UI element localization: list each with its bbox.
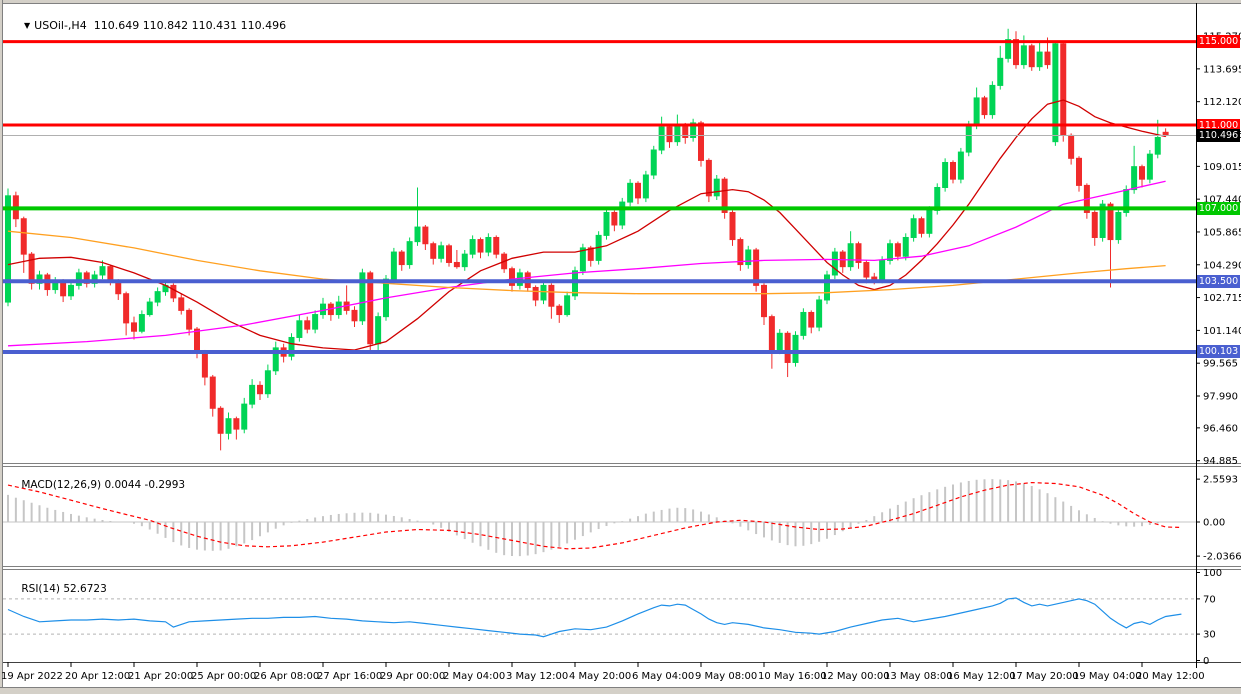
macd-values: 0.0044 -0.2993 (104, 479, 186, 491)
svg-text:102.715: 102.715 (1203, 293, 1241, 304)
svg-text:6 May 04:00: 6 May 04:00 (632, 671, 694, 682)
panel-frame (3, 3, 1241, 668)
macd-label: MACD(12,26,9) (21, 479, 102, 491)
candlestick-series (5, 28, 1169, 451)
window-left-border (0, 0, 3, 694)
window-bottom-border (0, 687, 1241, 694)
svg-text:2.5593: 2.5593 (1203, 475, 1238, 486)
svg-text:107.440: 107.440 (1203, 195, 1241, 206)
svg-text:105.865: 105.865 (1203, 227, 1241, 238)
chart-title[interactable]: ▼ USOil-,H4 110.649 110.842 110.431 110.4… (10, 6, 286, 45)
svg-text:9 May 08:00: 9 May 08:00 (695, 671, 757, 682)
svg-text:70: 70 (1203, 594, 1216, 605)
svg-text:112.120: 112.120 (1203, 97, 1241, 108)
svg-text:99.565: 99.565 (1203, 359, 1238, 370)
svg-text:113.695: 113.695 (1203, 64, 1241, 75)
ohlc-readout: 110.649 110.842 110.431 110.496 (93, 19, 287, 32)
svg-text:13 May 08:00: 13 May 08:00 (884, 671, 953, 682)
price-badge-support-107: 107.000 (1197, 202, 1240, 215)
svg-text:19 May 04:00: 19 May 04:00 (1073, 671, 1142, 682)
current-price-badge: 110.496 (1197, 129, 1240, 142)
svg-text:0: 0 (1203, 656, 1209, 667)
price-badge-resistance-111: 111.000 (1197, 119, 1240, 132)
svg-text:16 May 12:00: 16 May 12:00 (947, 671, 1016, 682)
symbol-dropdown-icon[interactable]: ▼ (24, 21, 31, 30)
svg-text:20 Apr 12:00: 20 Apr 12:00 (65, 671, 130, 682)
rsi-indicator-header: RSI(14) 52.6723 (8, 571, 107, 607)
svg-text:12 May 00:00: 12 May 00:00 (821, 671, 890, 682)
svg-text:3 May 12:00: 3 May 12:00 (506, 671, 568, 682)
svg-text:10 May 16:00: 10 May 16:00 (758, 671, 827, 682)
price-badge-support-103500: 103.500 (1197, 275, 1240, 288)
svg-text:-2.0366: -2.0366 (1203, 552, 1241, 563)
price-badge-resistance-115: 115.000 (1197, 35, 1240, 48)
svg-text:101.140: 101.140 (1203, 326, 1241, 337)
price-axis: 115.270113.695112.120110.545109.015107.4… (1196, 32, 1241, 467)
svg-text:20 May 12:00: 20 May 12:00 (1136, 671, 1205, 682)
macd-indicator-header: MACD(12,26,9) 0.0044 -0.2993 (8, 467, 185, 503)
svg-text:21 Apr 20:00: 21 Apr 20:00 (128, 671, 193, 682)
svg-text:26 Apr 08:00: 26 Apr 08:00 (254, 671, 319, 682)
horizontal-level-lines[interactable] (3, 40, 1196, 354)
svg-text:29 Apr 00:00: 29 Apr 00:00 (380, 671, 445, 682)
svg-text:97.990: 97.990 (1203, 391, 1238, 402)
svg-text:2 May 04:00: 2 May 04:00 (443, 671, 505, 682)
rsi-level-lines (3, 598, 1196, 635)
svg-text:4 May 20:00: 4 May 20:00 (569, 671, 631, 682)
window-top-border (0, 0, 1241, 4)
svg-text:19 Apr 2022: 19 Apr 2022 (1, 671, 63, 682)
price-badge-support-100103: 100.103 (1197, 345, 1240, 358)
macd-axis: 2.5593 0.00 -2.0366 (1196, 475, 1241, 563)
svg-text:96.460: 96.460 (1203, 423, 1238, 434)
svg-text:17 May 20:00: 17 May 20:00 (1010, 671, 1079, 682)
symbol-timeframe-label: USOil-,H4 (34, 19, 87, 32)
macd-histogram (3, 479, 1196, 557)
svg-text:27 Apr 16:00: 27 Apr 16:00 (317, 671, 382, 682)
svg-text:0.00: 0.00 (1203, 518, 1225, 529)
svg-text:94.885: 94.885 (1203, 456, 1238, 467)
rsi-axis: 100 70 30 0 (1196, 568, 1222, 667)
svg-text:109.015: 109.015 (1203, 162, 1241, 173)
svg-text:100: 100 (1203, 568, 1222, 579)
rsi-line (7, 597, 1182, 638)
macd-signal-line (7, 481, 1182, 550)
rsi-value: 52.6723 (63, 583, 107, 595)
svg-text:30: 30 (1203, 630, 1216, 641)
svg-text:25 Apr 00:00: 25 Apr 00:00 (191, 671, 256, 682)
svg-text:104.290: 104.290 (1203, 260, 1241, 271)
rsi-label: RSI(14) (21, 583, 60, 595)
